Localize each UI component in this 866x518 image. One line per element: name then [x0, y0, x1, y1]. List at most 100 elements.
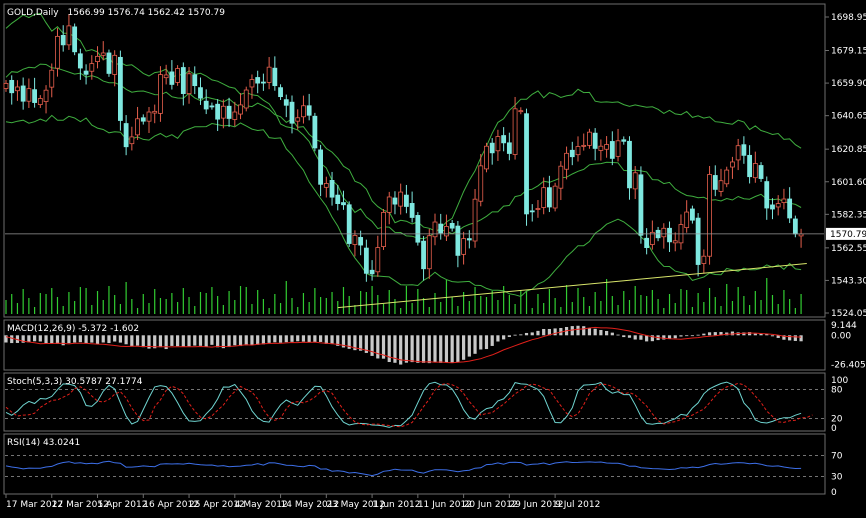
macd-hist-bar — [107, 335, 111, 344]
candle-body — [386, 196, 392, 213]
candle-body — [129, 136, 135, 145]
candle-body — [381, 211, 386, 247]
price-tick-label: 1640.65 — [831, 112, 866, 122]
candle-body — [461, 238, 467, 255]
candle-body — [135, 118, 140, 136]
macd-hist-bar — [359, 335, 363, 351]
candle-body — [592, 132, 598, 149]
candle-body — [604, 144, 609, 150]
macd-hist-bar — [38, 335, 42, 342]
candle-body — [649, 231, 655, 245]
macd-hist-bar — [33, 335, 37, 342]
date-tick-label: 17 Mar 2012 — [6, 500, 63, 510]
price-tick-label: 1659.90 — [831, 79, 866, 89]
macd-hist-bar — [204, 335, 208, 347]
candle-body — [278, 87, 283, 98]
macd-hist-bar — [347, 335, 351, 349]
macd-hist-bar — [616, 334, 620, 336]
candle-body — [352, 235, 358, 245]
candle-body — [558, 165, 564, 189]
macd-hist-bar — [542, 328, 546, 336]
macd-hist-bar — [399, 335, 403, 365]
macd-hist-bar — [330, 335, 334, 345]
macd-hist-bar — [61, 335, 65, 346]
macd-hist-bar — [793, 335, 797, 341]
macd-hist-bar — [267, 335, 271, 343]
candle-body — [3, 83, 9, 89]
candle-body — [667, 227, 672, 243]
macd-hist-bar — [742, 332, 746, 336]
macd-hist-bar — [433, 335, 437, 363]
macd-hist-bar — [44, 335, 48, 344]
macd-hist-bar — [524, 332, 529, 336]
macd-hist-bar — [181, 335, 185, 347]
macd-hist-bar — [673, 335, 677, 339]
macd-hist-bar — [261, 335, 265, 345]
candle-body — [335, 194, 341, 204]
candle-body — [690, 208, 695, 221]
candle-body — [712, 175, 718, 190]
candle-body — [260, 81, 266, 84]
candle-body — [95, 55, 100, 62]
macd-hist-bar — [770, 335, 775, 337]
candle-body — [426, 235, 432, 270]
candle-body — [346, 204, 352, 244]
candle-body — [541, 187, 547, 208]
support-trendline — [337, 262, 807, 309]
macd-hist-bar — [404, 335, 408, 363]
candle-body — [358, 237, 364, 246]
macd-hist-bar — [719, 331, 723, 336]
price-tick-label: 1524.05 — [831, 309, 866, 319]
candle-body — [192, 74, 198, 87]
candle-body — [341, 202, 346, 206]
candle-body — [363, 247, 369, 274]
macd-hist-bar — [256, 335, 260, 345]
candle-body — [741, 144, 747, 156]
macd-hist-bar — [519, 334, 523, 336]
price-tick-label: 1620.85 — [831, 145, 866, 155]
macd-hist-bar — [427, 335, 431, 364]
macd-hist-bar — [130, 335, 134, 347]
rsi-panel-frame — [3, 433, 826, 495]
date-tick-label: 29 Jun 2012 — [509, 500, 563, 510]
volume-bars — [5, 278, 802, 314]
candle-body — [484, 145, 489, 170]
macd-hist-bar — [467, 335, 471, 357]
macd-hist-bar — [233, 335, 237, 346]
candle-body — [289, 101, 295, 124]
current-price-box — [826, 227, 866, 240]
macd-hist-bar — [307, 335, 311, 343]
macd-hist-bar — [21, 335, 25, 343]
macd-hist-bar — [753, 333, 757, 336]
macd-hist-bar — [27, 335, 31, 343]
candle-body — [66, 25, 72, 46]
macd-hist-bar — [576, 325, 580, 336]
macd-hist-bar — [153, 335, 157, 349]
macd-hist-bar — [78, 335, 82, 343]
macd-hist-bar — [84, 335, 88, 344]
candle-body — [266, 66, 272, 83]
macd-hist-bar — [496, 335, 500, 342]
macd-hist-bar — [4, 335, 8, 343]
macd-hist-bar — [301, 335, 306, 342]
macd-hist-bar — [273, 335, 277, 343]
candle-body — [43, 89, 49, 102]
candle-body — [209, 105, 215, 108]
candle-body — [466, 238, 472, 241]
candle-body — [735, 145, 741, 161]
macd-hist-bar — [696, 334, 700, 336]
candle-body — [770, 204, 775, 210]
candle-body — [169, 71, 175, 85]
candle-body — [306, 105, 312, 116]
candle-body — [512, 108, 518, 155]
macd-hist-bar — [707, 332, 712, 336]
stoch-panel-frame — [3, 372, 826, 432]
macd-hist-bar — [610, 332, 614, 336]
rsi-tick-label: 70 — [831, 452, 843, 462]
macd-hist-bar — [319, 335, 323, 342]
candle-body — [644, 237, 650, 248]
